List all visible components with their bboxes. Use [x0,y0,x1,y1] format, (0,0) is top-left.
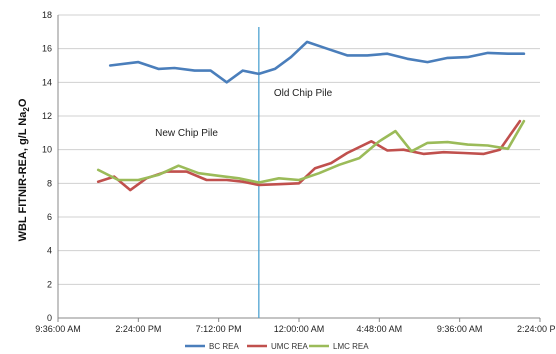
y-tick-label: 12 [42,111,52,121]
legend-label: LMC REA [333,342,369,351]
y-tick-label: 2 [47,279,52,289]
x-tick-label: 4:48:00 AM [357,324,403,334]
x-tick-label: 2:24:00 PM [115,324,161,334]
series-lines [96,40,526,192]
x-tick-label: 9:36:00 AM [437,324,483,334]
y-tick-label: 18 [42,10,52,20]
legend-label: BC REA [209,342,239,351]
x-tick-label: 7:12:00 PM [196,324,242,334]
chart-annotation: New Chip Pile [155,128,218,139]
y-tick-label: 10 [42,145,52,155]
x-tick-label: 2:24:00 PM [517,324,556,334]
y-tick-label: 6 [47,212,52,222]
grid-lines [58,14,540,285]
legend: BC REA UMC REA LMC REA [185,342,369,351]
series-line-lmc-rea [96,119,526,184]
x-tick-label: 12:00:00 AM [274,324,325,334]
legend-label: UMC REA [271,342,309,351]
y-tick-label: 0 [47,313,52,323]
y-tick-labels: 0 2 4 6 8 10 12 14 16 18 [42,10,52,323]
y-tick-label: 8 [47,178,52,188]
series-line-bc-rea [108,40,526,84]
annotations: New Chip Pile Old Chip Pile [155,88,333,139]
axes [57,15,541,322]
x-tick-label: 9:36:00 AM [35,324,81,334]
y-tick-label: 14 [42,77,52,87]
y-axis-label: WBL FITNIR-REA, g/L Na2O [17,98,31,241]
chart-annotation: Old Chip Pile [274,88,333,99]
x-tick-labels: 9:36:00 AM 2:24:00 PM 7:12:00 PM 12:00:00 A… [35,324,556,334]
y-tick-label: 16 [42,44,52,54]
y-tick-label: 4 [47,246,52,256]
